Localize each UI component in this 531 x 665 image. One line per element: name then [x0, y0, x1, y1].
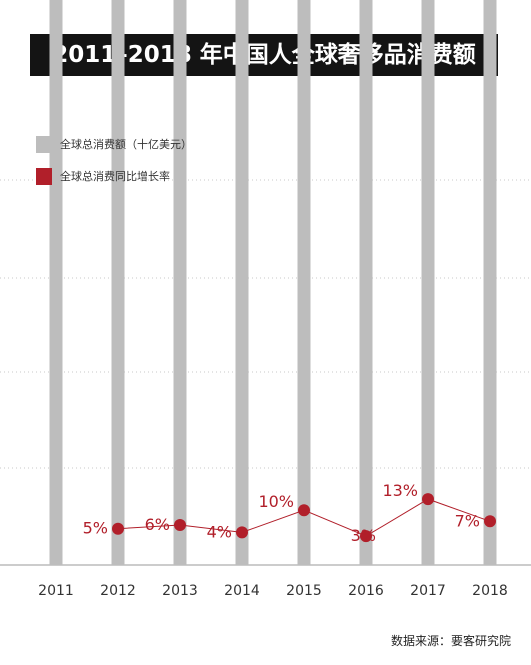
legend-swatch-line: [36, 168, 52, 185]
growth-point: [236, 526, 248, 538]
x-tick-label: 2016: [348, 583, 384, 599]
growth-label: 10%: [258, 492, 294, 511]
legend-item-growth: 全球总消费同比增长率: [36, 166, 192, 186]
growth-label: 5%: [83, 519, 108, 538]
bar: [422, 0, 435, 565]
x-tick-label: 2018: [472, 583, 508, 599]
growth-label: 6%: [145, 515, 170, 534]
x-tick-label: 2013: [162, 583, 198, 599]
legend-item-consumption: 全球总消费额（十亿美元）: [36, 134, 192, 154]
growth-point: [422, 493, 434, 505]
legend: 全球总消费额（十亿美元） 全球总消费同比增长率: [36, 134, 192, 198]
growth-point: [298, 504, 310, 516]
x-tick-label: 2014: [224, 583, 260, 599]
x-tick-label: 2015: [286, 583, 322, 599]
growth-label: 4%: [207, 522, 232, 541]
growth-point: [112, 523, 124, 535]
legend-label-growth: 全球总消费同比增长率: [60, 168, 170, 184]
bar: [298, 0, 311, 565]
bar: [112, 0, 125, 565]
growth-label: 13%: [382, 481, 418, 500]
growth-point: [484, 515, 496, 527]
bar: [236, 0, 249, 565]
x-tick-label: 2011: [38, 583, 74, 599]
growth-label: 7%: [455, 511, 480, 530]
bar: [174, 0, 187, 565]
bar: [50, 0, 63, 565]
legend-swatch-bar: [36, 136, 52, 153]
growth-label: 3%: [351, 526, 376, 545]
growth-point: [174, 519, 186, 531]
legend-label-consumption: 全球总消费额（十亿美元）: [60, 136, 192, 152]
bar: [484, 0, 497, 565]
x-tick-label: 2017: [410, 583, 446, 599]
bar: [360, 0, 373, 565]
x-tick-label: 2012: [100, 583, 136, 599]
source-note: 数据来源：要客研究院: [391, 632, 511, 649]
